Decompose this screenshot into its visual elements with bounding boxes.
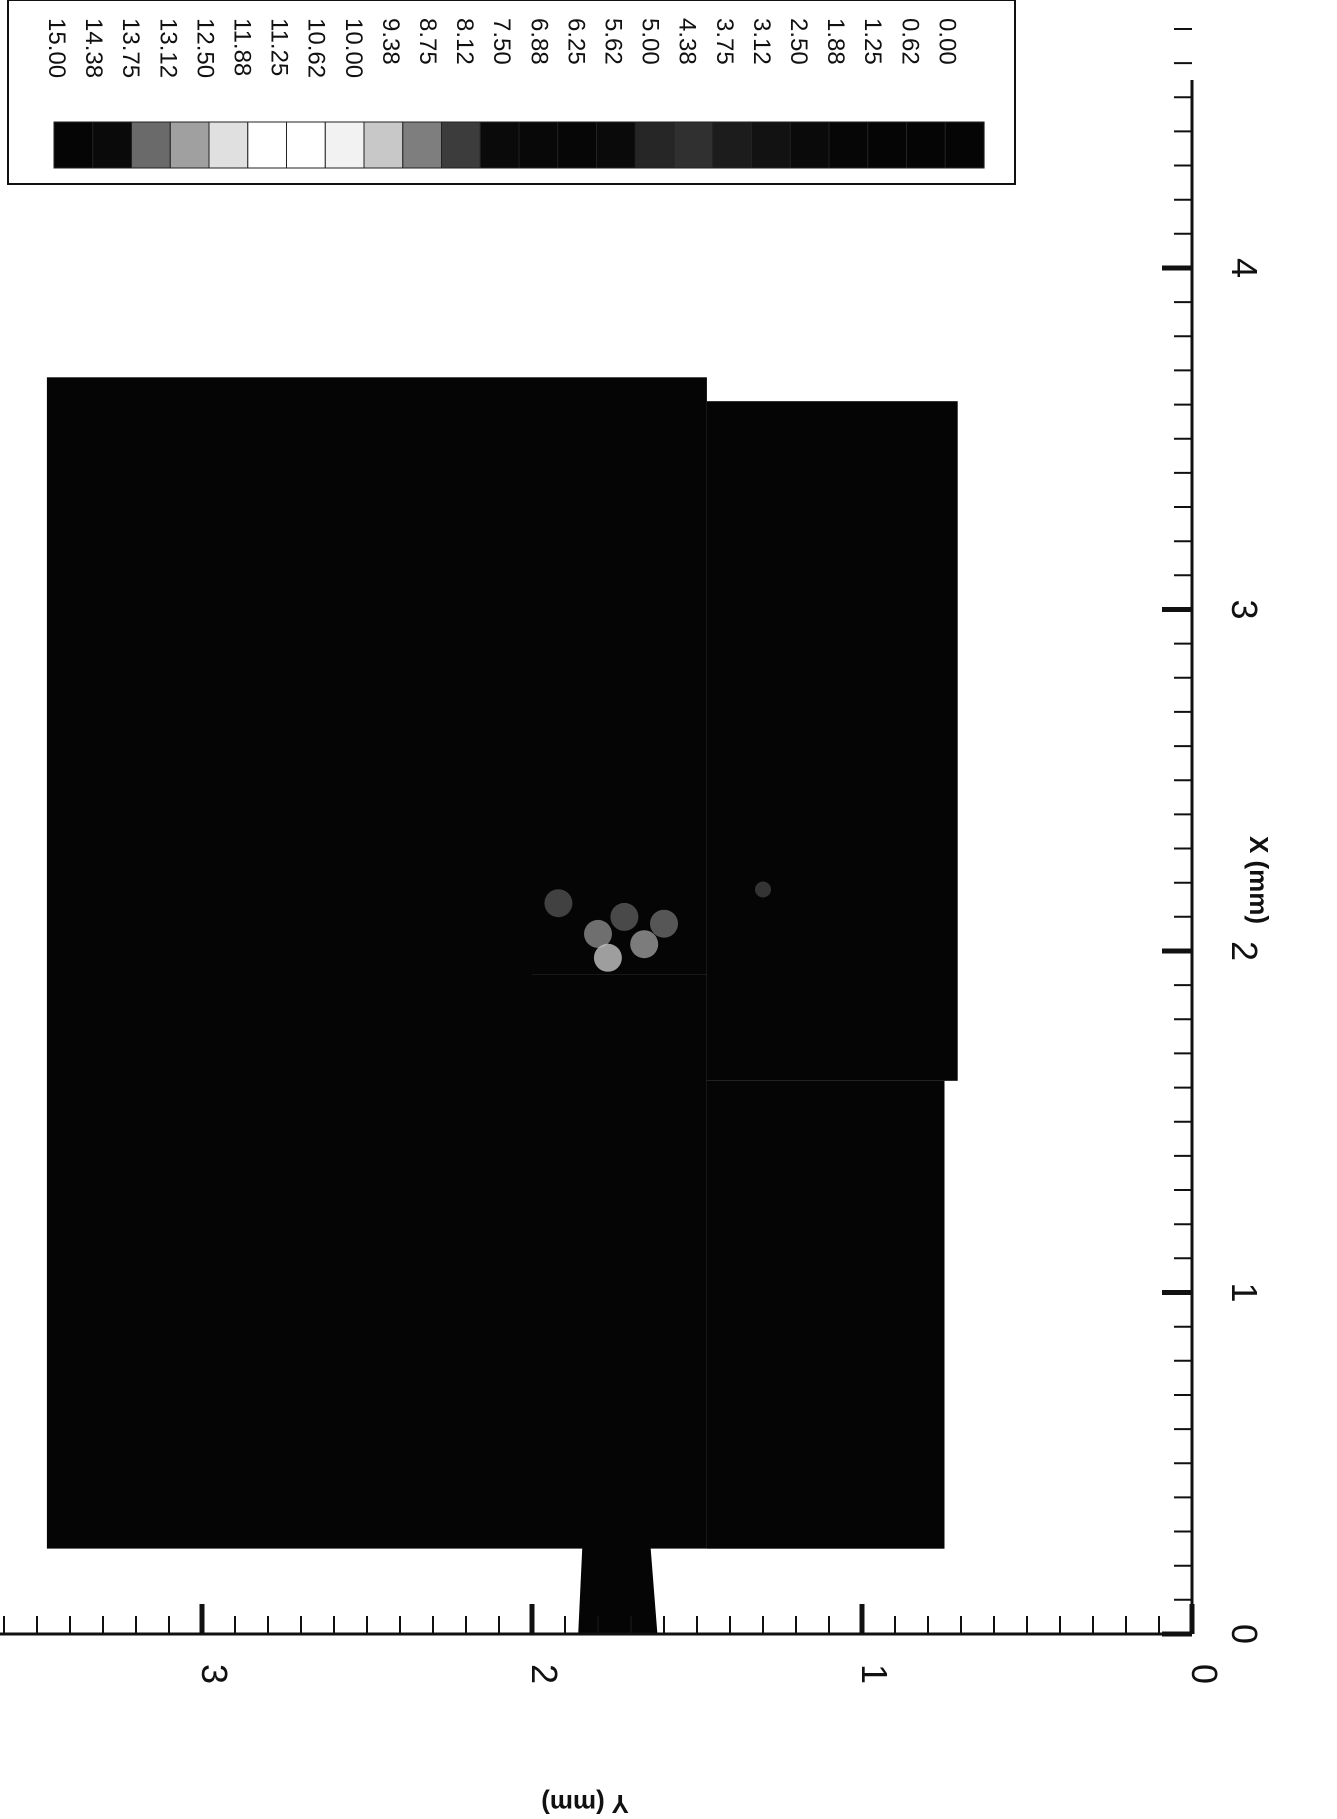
- colorbar-swatch: [518, 121, 559, 169]
- colorbar-swatch: [828, 121, 869, 169]
- colorbar-level-label: 11.25: [266, 18, 293, 76]
- damage-speckle: [593, 943, 622, 972]
- colorbar-swatch: [712, 121, 753, 169]
- colorbar-level-label: 1.88: [822, 18, 849, 65]
- colorbar-level-label: 4.38: [674, 18, 701, 65]
- colorbar-level-label: 9.38: [377, 18, 404, 65]
- colorbar-level-label: 13.75: [117, 18, 144, 78]
- colorbar-swatch: [867, 121, 908, 169]
- colorbar-level-label: 15.00: [43, 18, 70, 78]
- damage-speckle: [650, 909, 678, 938]
- colorbar-level-label: 6.25: [562, 18, 589, 65]
- colorbar-level-label: 0.62: [896, 18, 923, 65]
- colorbar-swatch: [789, 121, 830, 169]
- region-lower-specimen-left: [706, 1080, 945, 1549]
- colorbar-legend: 15.00 14.38 13.75 13.12 12.50 11.88 11.25 10.62…: [7, 0, 1016, 185]
- colorbar-level-label: 0.00: [933, 18, 960, 65]
- x-tick-label: 1: [1224, 1282, 1265, 1302]
- x-tick-label: 3: [1224, 599, 1265, 619]
- colorbar-swatch: [479, 121, 520, 169]
- colorbar-swatch: [402, 121, 443, 169]
- colorbar-swatch: [751, 121, 791, 169]
- axis-labels: X (mm) Y (mm): [541, 836, 1274, 1819]
- y-axis-label: Y (mm): [541, 1789, 629, 1819]
- region-upper-specimen: [46, 377, 533, 1549]
- y-tick-label: 3: [194, 1664, 235, 1684]
- damage-speckle: [544, 889, 573, 918]
- colorbar-level-label: 8.75: [414, 18, 441, 65]
- colorbar-swatch: [906, 121, 946, 169]
- loading-wedge: [578, 1005, 658, 1634]
- damage-speckle: [584, 919, 612, 948]
- colorbar-swatch: [247, 121, 288, 169]
- colorbar-swatch: [363, 121, 404, 169]
- colorbar-level-label: 12.50: [191, 18, 218, 78]
- colorbar-level-label: 7.50: [488, 18, 515, 65]
- x-tick-label: 4: [1224, 258, 1265, 278]
- colorbar-swatch: [131, 121, 171, 169]
- colorbar-level-label: 1.25: [859, 18, 886, 65]
- region-ligament-band: [532, 377, 707, 975]
- colorbar-level-label: 5.62: [600, 18, 627, 65]
- colorbar-swatch: [208, 121, 249, 169]
- colorbar-swatch: [441, 121, 481, 169]
- colorbar-level-label: 6.88: [525, 18, 552, 65]
- y-tick-label: 0: [1184, 1664, 1225, 1684]
- colorbar-level-label: 10.62: [303, 18, 330, 78]
- colorbar-level-label: 13.12: [154, 18, 181, 78]
- colorbar-level-label: 5.00: [637, 18, 664, 65]
- damage-speckle: [755, 881, 771, 898]
- colorbar-swatch: [92, 121, 133, 169]
- field-regions: [46, 377, 958, 1634]
- colorbar-swatch: [673, 121, 714, 169]
- x-tick-label: 2: [1224, 941, 1265, 961]
- colorbar-swatch: [557, 121, 598, 169]
- damage-speckle: [610, 902, 639, 931]
- colorbar-level-label: 3.12: [748, 18, 775, 65]
- x-axis-label: X (mm): [1244, 836, 1274, 924]
- colorbar-swatch: [944, 121, 985, 169]
- colorbar-level-label: 11.88: [229, 18, 256, 76]
- damage-speckle: [630, 930, 659, 959]
- colorbar-swatch: [286, 121, 326, 169]
- colorbar-swatch: [53, 121, 94, 169]
- colorbar-level-label: 3.75: [711, 18, 738, 65]
- colorbar-level-label: 14.38: [80, 18, 107, 78]
- y-tick-label: 2: [524, 1664, 565, 1684]
- region-lower-specimen-right: [706, 401, 958, 1081]
- y-tick-label: 1: [854, 1664, 895, 1684]
- colorbar-swatch: [596, 121, 636, 169]
- x-tick-label: 0: [1224, 1624, 1265, 1644]
- axes: 0 1 2 3 4 0 1 2 3: [0, 28, 1265, 1684]
- colorbar-level-label: 8.12: [451, 18, 478, 65]
- colorbar-swatch: [634, 121, 675, 169]
- colorbar-swatch: [169, 121, 210, 169]
- colorbar-swatch: [324, 121, 365, 169]
- colorbar-level-label: 2.50: [785, 18, 812, 65]
- colorbar-level-label: 10.00: [340, 18, 367, 78]
